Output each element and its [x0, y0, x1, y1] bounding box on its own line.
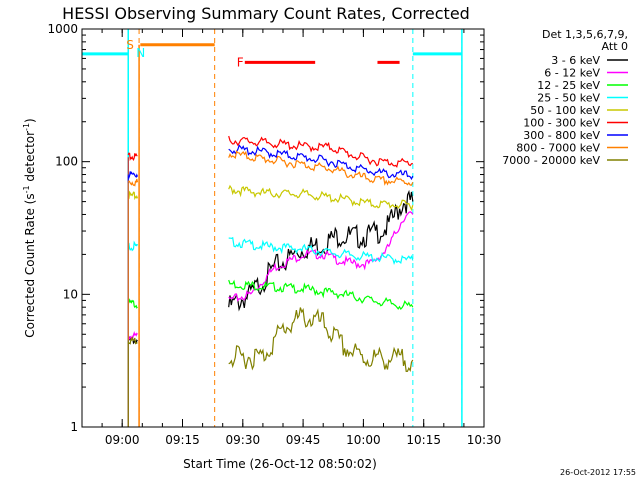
series-line: [127, 298, 138, 309]
night-label: N: [136, 46, 145, 60]
legend-label: 300 - 800 keV: [523, 129, 600, 142]
x-tick-label: 09:45: [286, 433, 321, 447]
series-line: [127, 152, 138, 161]
flare-label: F: [237, 55, 244, 69]
series-line: [228, 279, 414, 310]
series-line: [228, 144, 414, 181]
legend-label: 3 - 6 keV: [551, 54, 600, 67]
series-group: [127, 135, 414, 427]
legend-label: 12 - 25 keV: [537, 79, 600, 92]
x-tick-label: 09:30: [226, 433, 261, 447]
x-tick-label: 10:00: [346, 433, 381, 447]
y-tick-label: 1: [70, 420, 78, 434]
legend-label: 50 - 100 keV: [530, 104, 600, 117]
series-line: [127, 330, 138, 341]
series-8: [127, 307, 414, 427]
x-tick-label: 10:15: [406, 433, 441, 447]
series-line: [228, 307, 414, 373]
saa-label: S: [126, 38, 134, 52]
x-tick-label: 10:30: [467, 433, 502, 447]
status-bars: SN F: [82, 29, 463, 427]
legend-header: Att 0: [602, 40, 628, 53]
x-axis-label: Start Time (26-Oct-12 08:50:02): [183, 457, 377, 471]
series-line: [228, 135, 413, 168]
series-line: [127, 336, 138, 345]
series-5: [127, 135, 413, 427]
event-lines: [127, 29, 463, 427]
series-line: [228, 189, 414, 312]
series-4: [127, 184, 414, 427]
x-tick-label: 09:15: [165, 433, 200, 447]
series-line: [228, 236, 414, 265]
legend-label: 100 - 300 keV: [523, 117, 600, 130]
y-tick-label: 1000: [47, 22, 78, 36]
series-0: [127, 189, 414, 427]
legend-label: 800 - 7000 keV: [516, 142, 600, 155]
series-6: [127, 144, 414, 427]
y-axis-label: Corrected Count Rate (s-1 detector-1): [22, 118, 37, 337]
series-line: [228, 150, 414, 186]
y-tick-label: 10: [63, 287, 78, 301]
legend-label: 7000 - 20000 keV: [502, 154, 600, 167]
series-line: [127, 178, 139, 187]
y-tick-label: 100: [55, 155, 78, 169]
plot-frame: [81, 28, 485, 428]
x-tick-label: 09:00: [105, 433, 140, 447]
series-line: [228, 184, 414, 212]
series-line: [127, 171, 139, 179]
legend-label: 25 - 50 keV: [537, 92, 600, 105]
legend-header: Det 1,3,5,6,7,9,: [542, 28, 628, 41]
legend-label: 6 - 12 keV: [544, 67, 600, 80]
series-line: [127, 190, 139, 201]
chart-title: HESSI Observing Summary Count Rates, Cor…: [62, 4, 470, 23]
series-line: [127, 240, 139, 252]
axes: 1 10 100 1000 09:00 09:15 09:30 09:45 10:00 10:15…: [47, 22, 501, 447]
footer-date: 26-Oct-2012 17:55: [560, 468, 636, 477]
